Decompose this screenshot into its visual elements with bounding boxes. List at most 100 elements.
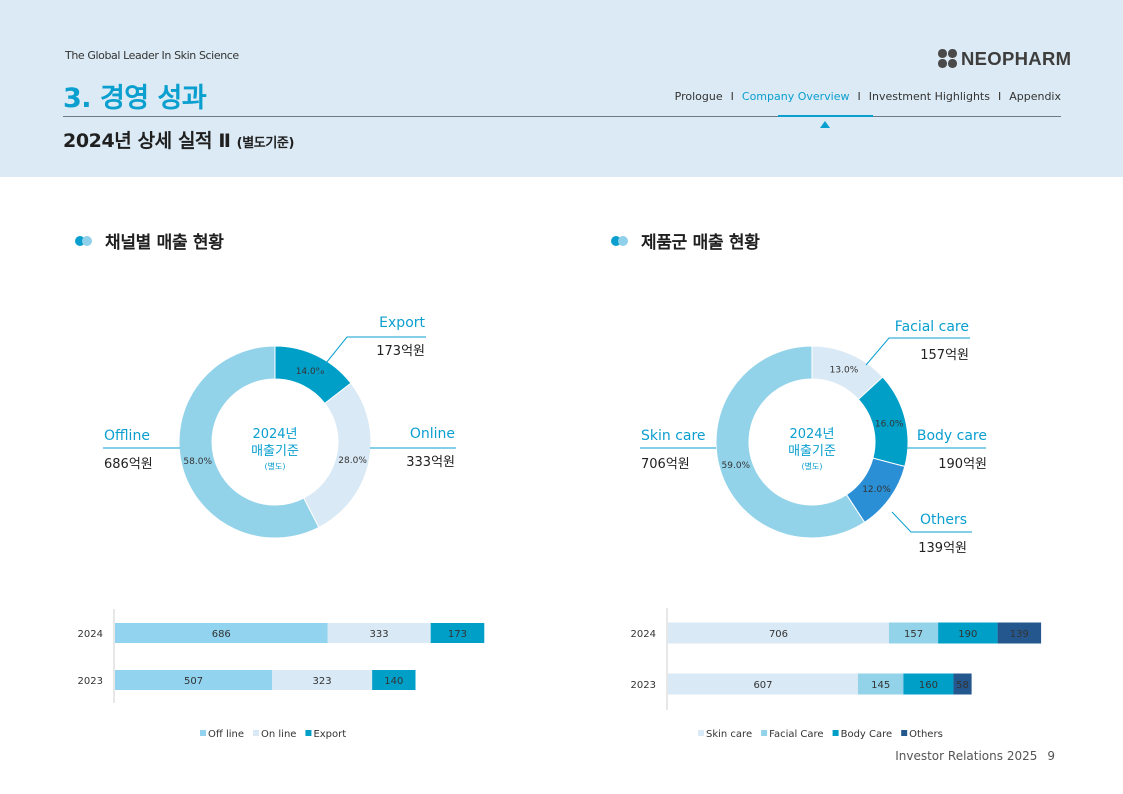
bar-segment-off-line [115, 623, 328, 643]
nav-active-underline [778, 115, 873, 117]
callout-value: 139억원 [918, 541, 967, 556]
legend-label: Body Care [841, 729, 893, 740]
callout-name: Body care [917, 428, 987, 444]
callout-name: Export [379, 315, 425, 331]
legend-swatch [901, 730, 908, 736]
bar-segment-on-line [272, 670, 373, 690]
donut-slice-offline [178, 345, 320, 539]
callout-leader-line [865, 337, 970, 366]
bar-value-label: 190 [958, 629, 977, 640]
bar-value-label: 607 [753, 680, 772, 691]
callout-name: Others [920, 512, 967, 528]
nav-active-caret-icon [820, 121, 830, 128]
donut-percent-label: 28.0% [338, 456, 367, 466]
bar-value-label: 157 [904, 629, 923, 640]
callout-name: Facial care [895, 319, 969, 335]
heading-bullet-icon [75, 235, 95, 247]
subtitle-main: 2024년 상세 실적 Ⅱ [63, 130, 231, 152]
bar-segment-export [430, 623, 485, 643]
footer-text: Investor Relations 2025 [895, 749, 1038, 763]
callout-value: 190억원 [938, 457, 987, 472]
bar-category-label: 2023 [78, 676, 103, 687]
nav-item-appendix[interactable]: Appendix [1009, 90, 1061, 103]
right-panel-heading-text: 제품군 매출 현황 [641, 233, 760, 253]
bar-segment-export [372, 670, 416, 690]
company-logo: NEOPHARM [938, 48, 1071, 70]
nav-item-investment-highlights[interactable]: Investment Highlights [868, 90, 990, 103]
page-number: 9 [1047, 749, 1055, 763]
header-divider [63, 116, 1061, 117]
bar-segment-body-care [938, 622, 998, 644]
header-band [0, 0, 1123, 177]
legend-swatch [305, 730, 312, 736]
logo-mark-icon [938, 49, 958, 69]
callout-name: Online [410, 426, 455, 442]
bar-segment-body-care [903, 673, 954, 695]
subtitle-note: (별도기준) [236, 136, 295, 151]
bar-value-label: 140 [384, 676, 403, 687]
nav-item-prologue[interactable]: Prologue [674, 90, 723, 103]
legend-swatch [200, 730, 206, 736]
tagline: The Global Leader In Skin Science [65, 49, 239, 62]
bar-segment-skin-care [668, 673, 858, 695]
donut-center-basis: 매출기준 [788, 444, 836, 459]
heading-bullet-icon [611, 235, 631, 247]
callout-value: 333억원 [406, 455, 455, 470]
legend-swatch [761, 730, 768, 736]
callout-name: Skin care [641, 428, 706, 444]
bar-segment-facial-care [857, 673, 904, 695]
bar-value-label: 507 [184, 676, 203, 687]
legend-swatch [698, 730, 704, 736]
nav-separator: I [997, 90, 1002, 103]
callout-name: Offline [104, 428, 150, 444]
bar-value-label: 323 [313, 676, 332, 687]
donut-percent-label: 13.0% [830, 366, 859, 376]
callout-value: 706억원 [641, 457, 690, 472]
left-panel-heading: 채널별 매출 현황 [75, 228, 224, 253]
bar-segment-others [997, 622, 1042, 644]
legend-label: Facial Care [769, 729, 823, 740]
top-nav: Prologue I Company Overview I Investment… [675, 90, 1061, 103]
nav-item-company-overview[interactable]: Company Overview [741, 90, 850, 103]
callout-leader-line [317, 336, 426, 374]
donut-slice-skin-care [715, 345, 866, 539]
legend-swatch [832, 730, 839, 736]
bar-value-label: 145 [871, 680, 890, 691]
legend-swatch [253, 730, 259, 736]
bar-value-label: 58 [956, 680, 969, 691]
donut-percent-label: 59.0% [722, 461, 751, 471]
callout-leader-line [891, 511, 972, 533]
bar-segment-facial-care [888, 622, 939, 644]
callout-value: 157억원 [920, 348, 969, 363]
bar-value-label: 333 [370, 629, 389, 640]
legend-label: Export [313, 729, 346, 740]
bar-category-label: 2024 [78, 629, 103, 640]
bar-value-label: 706 [769, 629, 788, 640]
donut-percent-label: 16.0% [875, 419, 904, 429]
donut-center-note: (별도) [265, 461, 286, 471]
page-subtitle: 2024년 상세 실적 Ⅱ (별도기준) [63, 126, 294, 153]
donut-center-year: 2024년 [789, 427, 834, 442]
legend-label: Skin care [706, 729, 752, 740]
bar-segment-skin-care [668, 622, 889, 644]
donut-percent-label: 58.0% [183, 457, 212, 467]
bar-value-label: 160 [919, 680, 938, 691]
bar-value-label: 173 [448, 629, 467, 640]
section-title: 3. 경영 성과 [63, 83, 207, 114]
bar-segment-others [953, 673, 972, 695]
donut-center-year: 2024년 [252, 427, 297, 442]
callout-value: 173억원 [376, 344, 425, 359]
callout-value: 686억원 [104, 457, 153, 472]
nav-separator: I [857, 90, 861, 103]
bar-category-label: 2023 [631, 680, 656, 691]
bar-segment-off-line [115, 670, 273, 690]
bar-value-label: 139 [1010, 629, 1029, 640]
donut-center-note: (별도) [802, 461, 823, 471]
logo-wordmark: NEOPHARM [961, 48, 1072, 69]
nav-separator: I [730, 90, 734, 103]
legend-label: Off line [208, 729, 244, 740]
bar-value-label: 686 [212, 629, 231, 640]
donut-center-basis: 매출기준 [251, 444, 299, 459]
left-panel-heading-text: 채널별 매출 현황 [105, 233, 224, 253]
